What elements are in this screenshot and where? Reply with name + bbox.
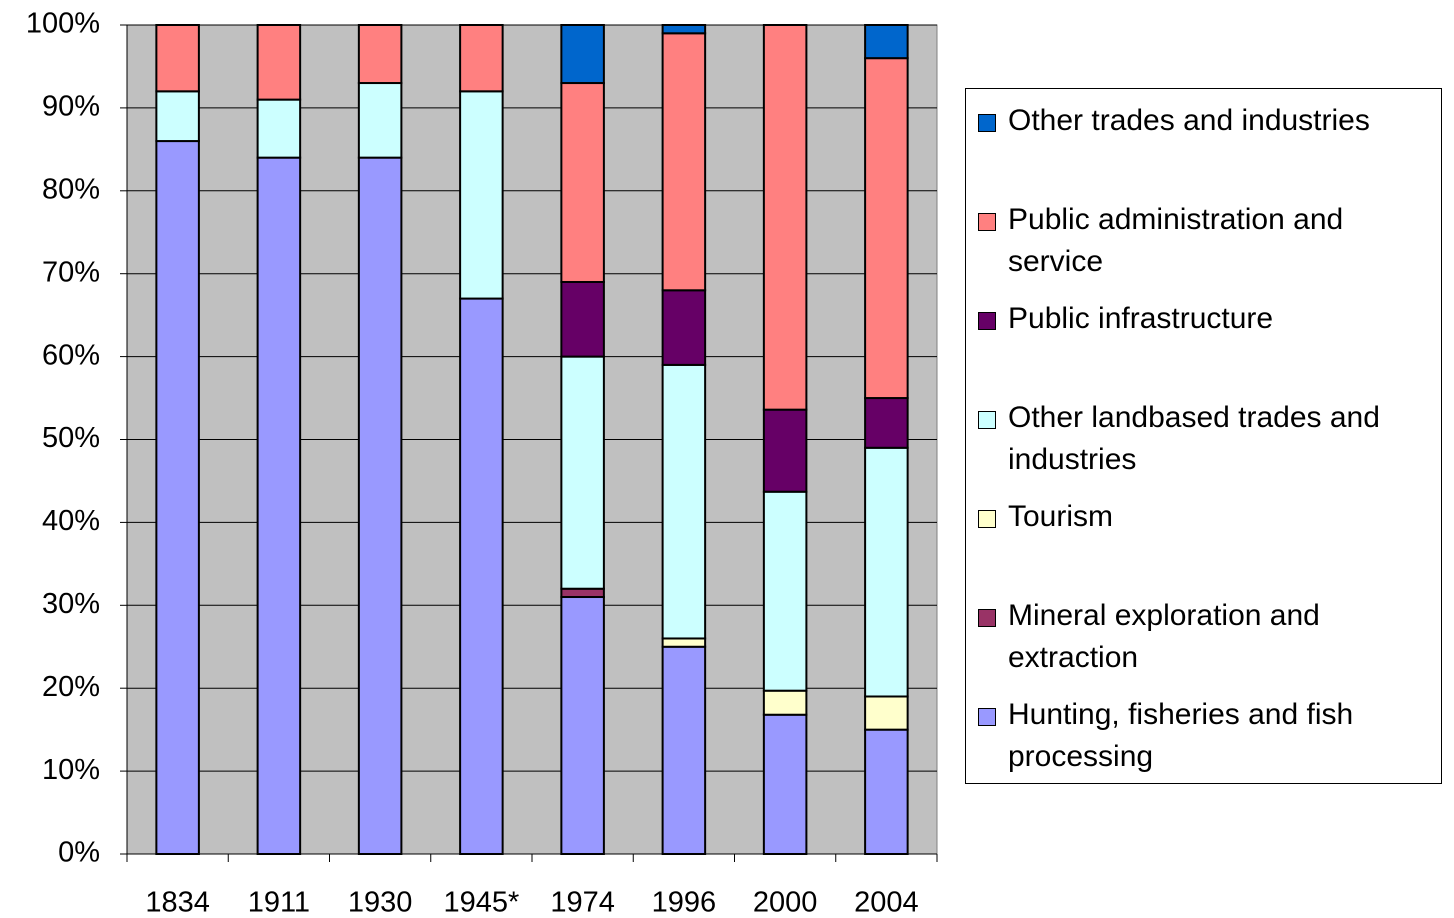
bar-segment — [560, 355, 605, 590]
x-tick-label: 1911 — [248, 887, 310, 918]
legend-label: Mineral exploration and extraction — [1008, 599, 1320, 674]
x-tick-label: 1996 — [652, 887, 717, 918]
bar-segment — [357, 24, 403, 85]
bar-segment — [661, 24, 707, 35]
bar-segment — [459, 297, 504, 855]
bar-segment — [762, 408, 808, 493]
bar-segment — [357, 156, 403, 855]
bar-segment — [661, 363, 707, 640]
legend-label: Hunting, fisheries and fish processing — [1008, 698, 1354, 773]
x-tick-label: 2000 — [753, 887, 818, 918]
y-tick-label: 30% — [42, 588, 100, 620]
bar-segment — [864, 728, 909, 856]
legend-swatch — [978, 213, 996, 231]
legend-label: Other trades and industries — [1008, 104, 1370, 137]
bar-segment — [762, 689, 808, 716]
x-tick-label: 2004 — [854, 887, 919, 918]
bar-segment — [459, 24, 504, 93]
legend-swatch — [978, 708, 996, 726]
bar-segment — [459, 90, 504, 300]
bar-segment — [864, 446, 909, 698]
bar-segment — [155, 90, 200, 143]
bar-segment — [256, 156, 302, 855]
y-tick-label: 100% — [26, 8, 100, 40]
legend-swatch — [978, 114, 996, 132]
y-tick-label: 40% — [42, 505, 100, 537]
x-tick-label: 1930 — [348, 887, 413, 918]
x-tick-label: 1834 — [145, 887, 210, 918]
legend: Hunting, fisheries and fish processing Mi… — [965, 88, 1442, 784]
legend-swatch — [978, 510, 996, 528]
bar-segment — [560, 82, 605, 283]
bar-segment — [155, 140, 200, 855]
y-tick-label: 10% — [42, 754, 100, 786]
bar-segment — [864, 397, 909, 449]
legend-label: Other landbased trades and industries — [1008, 401, 1380, 476]
y-tick-label: 80% — [42, 173, 100, 205]
legend-label: Tourism — [1008, 500, 1114, 533]
bar-segment — [560, 587, 605, 599]
bar-segment — [560, 596, 605, 855]
y-tick-label: 0% — [58, 837, 100, 869]
legend-swatch — [978, 312, 996, 330]
bar-segment — [762, 490, 808, 692]
bar-segment — [864, 24, 909, 60]
bar-segment — [661, 637, 707, 648]
bar-segment — [762, 24, 808, 411]
y-tick-label: 20% — [42, 671, 100, 703]
legend-swatch — [978, 411, 996, 429]
bar-segment — [155, 24, 200, 93]
legend-label: Public infrastructure — [1008, 302, 1274, 335]
x-tick-label: 1974 — [550, 887, 615, 918]
bar-segment — [256, 98, 302, 159]
legend-label: Public administration and service — [1008, 203, 1344, 278]
bar-segment — [661, 645, 707, 855]
bar-segment — [256, 24, 302, 101]
bar-segment — [357, 82, 403, 159]
y-tick-label: 60% — [42, 339, 100, 371]
x-tick-label: 1945* — [443, 887, 519, 918]
bar-segment — [560, 280, 605, 358]
y-tick-label: 90% — [42, 91, 100, 123]
y-tick-label: 50% — [42, 422, 100, 454]
legend-swatch — [978, 609, 996, 627]
bar-segment — [864, 695, 909, 731]
bar-segment — [560, 24, 605, 85]
bar-segment — [661, 289, 707, 366]
bar-segment — [864, 57, 909, 400]
bar-segment — [661, 32, 707, 292]
y-tick-label: 70% — [42, 256, 100, 288]
bar-segment — [762, 713, 808, 856]
